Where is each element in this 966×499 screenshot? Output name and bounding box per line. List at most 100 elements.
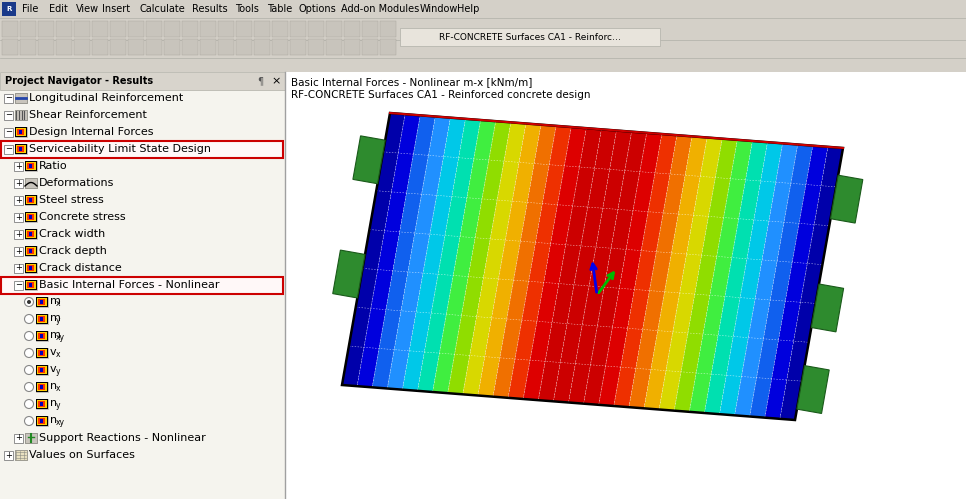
Bar [4, 94, 13, 103]
Text: y: y [56, 401, 61, 410]
Text: n: n [50, 415, 57, 425]
Circle shape [24, 365, 34, 375]
Bar [326, 39, 342, 55]
Text: Calculate: Calculate [140, 4, 185, 14]
Bar [15, 93, 27, 103]
Bar [38, 333, 45, 339]
Text: Concrete stress: Concrete stress [39, 212, 126, 222]
Bar [38, 21, 54, 37]
Bar [0, 72, 285, 499]
Polygon shape [403, 118, 466, 391]
Polygon shape [734, 143, 798, 417]
Bar [36, 365, 48, 375]
Bar [92, 39, 108, 55]
Bar [25, 195, 37, 205]
Bar [254, 39, 270, 55]
Bar [400, 28, 660, 46]
Bar [128, 39, 144, 55]
Bar [25, 161, 37, 171]
Bar [26, 230, 36, 238]
Bar [40, 334, 43, 338]
Polygon shape [720, 142, 782, 415]
Text: +: + [15, 230, 22, 239]
Polygon shape [659, 138, 723, 411]
Text: Deformations: Deformations [39, 178, 114, 188]
Bar [14, 281, 23, 290]
Polygon shape [538, 128, 602, 401]
Polygon shape [554, 129, 616, 403]
Bar [40, 385, 43, 389]
Bar [164, 39, 180, 55]
Bar [17, 129, 24, 135]
Bar [14, 179, 23, 188]
Bar [36, 297, 48, 307]
Text: Edit: Edit [49, 4, 68, 14]
Polygon shape [332, 250, 365, 298]
Text: Crack distance: Crack distance [39, 263, 122, 273]
Bar [25, 433, 37, 443]
Bar [1, 277, 283, 294]
Text: RF-CONCRETE Surfaces CA1 - Reinforced concrete design: RF-CONCRETE Surfaces CA1 - Reinforced co… [291, 90, 590, 100]
Polygon shape [613, 134, 677, 407]
Bar [26, 213, 36, 221]
Text: Tools: Tools [235, 4, 259, 14]
Bar [29, 198, 32, 202]
Bar [36, 348, 48, 358]
Polygon shape [644, 136, 707, 410]
Text: +: + [15, 434, 22, 443]
Bar [19, 130, 22, 134]
Polygon shape [583, 132, 646, 405]
Bar [290, 39, 306, 55]
Bar [37, 315, 47, 323]
Bar [36, 382, 48, 392]
Polygon shape [811, 284, 843, 332]
Bar [27, 265, 34, 271]
Bar [17, 146, 24, 152]
Polygon shape [463, 122, 526, 396]
Bar [0, 72, 285, 90]
Text: ×: × [271, 76, 280, 86]
Text: +: + [5, 451, 12, 460]
Polygon shape [417, 119, 481, 392]
Bar [2, 39, 18, 55]
Bar [272, 39, 288, 55]
Bar [344, 21, 360, 37]
Polygon shape [433, 120, 496, 393]
Bar [15, 93, 27, 103]
Bar [236, 21, 252, 37]
Bar [36, 382, 48, 392]
Bar [285, 72, 966, 499]
Text: −: − [5, 93, 12, 102]
Bar [26, 264, 36, 272]
Bar [146, 39, 162, 55]
Text: x: x [56, 384, 61, 393]
Bar [2, 2, 16, 16]
Text: +: + [15, 213, 22, 222]
Bar [38, 418, 45, 424]
Text: −: − [5, 145, 12, 154]
Circle shape [24, 297, 34, 306]
Bar [25, 246, 37, 256]
Bar [344, 39, 360, 55]
Bar [15, 127, 27, 137]
Bar [182, 39, 198, 55]
Text: Add-on Modules: Add-on Modules [341, 4, 419, 14]
Bar [164, 21, 180, 37]
Bar [38, 401, 45, 407]
Bar [14, 264, 23, 273]
Text: Ratio: Ratio [39, 161, 68, 171]
Bar [25, 212, 37, 222]
Text: R: R [7, 6, 12, 12]
Bar [25, 280, 37, 290]
Text: Insert: Insert [102, 4, 130, 14]
Bar [4, 451, 13, 460]
Bar [20, 39, 36, 55]
Circle shape [24, 348, 34, 357]
Bar [25, 178, 37, 188]
Bar [254, 21, 270, 37]
Bar [200, 39, 216, 55]
Text: +: + [15, 179, 22, 188]
Text: Table: Table [267, 4, 292, 14]
Polygon shape [797, 366, 829, 414]
Polygon shape [569, 131, 632, 404]
